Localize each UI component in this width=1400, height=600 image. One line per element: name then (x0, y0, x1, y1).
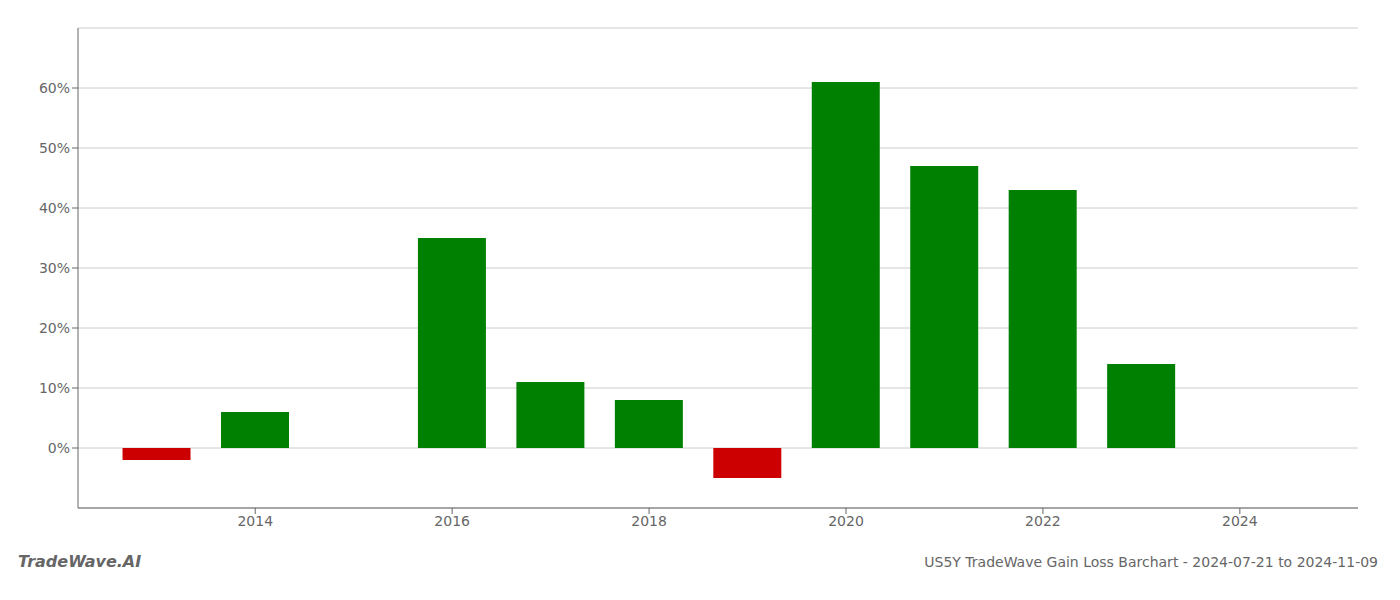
svg-text:30%: 30% (39, 260, 70, 276)
svg-text:2022: 2022 (1025, 513, 1061, 529)
html-text:US5Y TradeWave Gain Loss Barch: US5Y TradeWave Gain Loss Barchart - 2024… (924, 554, 1378, 570)
svg-text:0%: 0% (48, 440, 70, 456)
svg-text:2014: 2014 (237, 513, 273, 529)
svg-text:50%: 50% (39, 140, 70, 156)
svg-text:2020: 2020 (828, 513, 864, 529)
svg-text:60%: 60% (39, 80, 70, 96)
svg-text:2024: 2024 (1222, 513, 1258, 529)
svg-text:2016: 2016 (434, 513, 470, 529)
svg-text:2018: 2018 (631, 513, 667, 529)
svg-text:40%: 40% (39, 200, 70, 216)
svg-text:20%: 20% (39, 320, 70, 336)
svg-text:10%: 10% (39, 380, 70, 396)
html-text:TradeWave.AI: TradeWave.AI (18, 552, 142, 571)
